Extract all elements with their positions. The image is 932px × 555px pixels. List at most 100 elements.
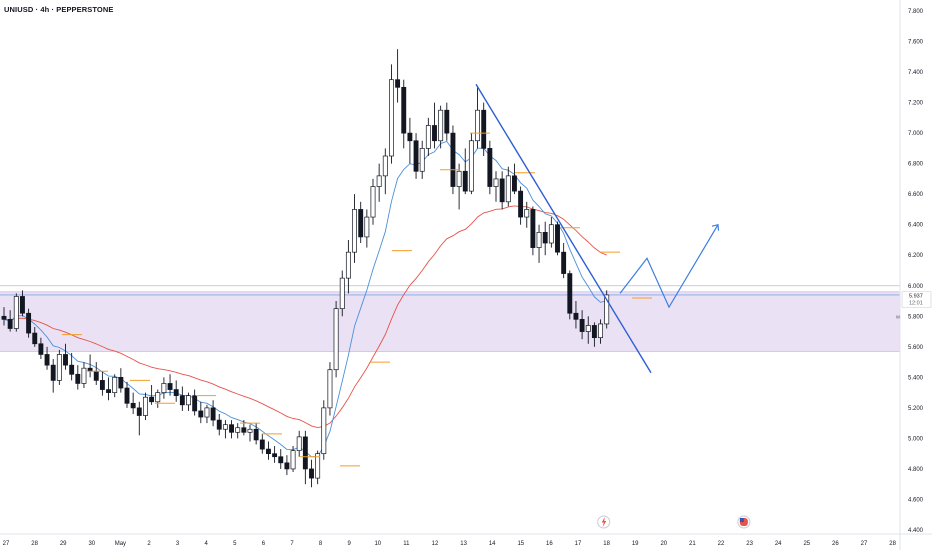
time-tick-label: 4 xyxy=(205,541,209,547)
ema-slow-line xyxy=(3,205,607,429)
candle-down xyxy=(481,109,487,149)
time-tick-label: 15 xyxy=(517,541,524,547)
candle-up xyxy=(333,308,339,371)
candle-down xyxy=(118,377,124,389)
support-zone xyxy=(0,291,900,352)
candle-up xyxy=(56,354,62,381)
candle-down xyxy=(136,407,142,416)
candle-down xyxy=(124,387,130,404)
time-tick-label: May xyxy=(115,541,126,547)
candle-down xyxy=(487,148,493,187)
candle-up xyxy=(222,424,228,430)
candle-down xyxy=(432,125,437,142)
countdown-label: 12:01 xyxy=(909,300,923,306)
candle-up xyxy=(376,175,382,187)
candle-up xyxy=(370,186,376,218)
candle-up xyxy=(186,395,191,406)
candle-up xyxy=(598,323,604,339)
drawings xyxy=(475,83,720,374)
time-tick-label: 17 xyxy=(575,541,582,547)
candle-down xyxy=(44,354,50,366)
symbol-title[interactable]: UNIUSD · 4h · PEPPERSTONE xyxy=(4,5,114,14)
time-tick-label: 8 xyxy=(319,541,323,547)
last-price-label: 5.937 xyxy=(909,293,923,299)
candle-down xyxy=(401,86,407,134)
candle-down xyxy=(518,190,524,218)
candle-up xyxy=(290,450,296,470)
time-tick-label: 28 xyxy=(31,541,38,547)
flag-canton xyxy=(739,518,744,522)
time-tick-label: 6 xyxy=(262,541,266,547)
price-tick-label: 6.800 xyxy=(908,162,924,168)
candle-up xyxy=(585,325,591,332)
candle-up xyxy=(524,209,530,218)
candle-up xyxy=(143,396,148,416)
candle-down xyxy=(38,343,44,355)
candle-down xyxy=(167,383,173,390)
candle-up xyxy=(345,251,351,279)
time-tick-label: 27 xyxy=(861,541,868,547)
candle-down xyxy=(259,439,265,450)
candle-down xyxy=(573,312,579,320)
level-lines xyxy=(0,285,900,352)
candle-down xyxy=(499,178,505,203)
candle-up xyxy=(235,427,241,433)
candle-down xyxy=(579,318,585,332)
candle-down xyxy=(413,140,419,172)
price-tick-label: 7.000 xyxy=(908,131,924,137)
candle-down xyxy=(266,448,271,455)
time-tick-label: 28 xyxy=(889,541,896,547)
candle-up xyxy=(112,377,118,393)
price-tick-label: 4.600 xyxy=(908,497,924,503)
candle-down xyxy=(309,468,314,479)
candle-up xyxy=(425,125,431,149)
price-tick-label: 7.400 xyxy=(908,70,924,76)
candle-up xyxy=(339,277,345,310)
candle-down xyxy=(106,389,111,393)
time-tick-label: 13 xyxy=(460,541,467,547)
candle-up xyxy=(438,109,444,142)
candle-down xyxy=(278,456,284,464)
candle-down xyxy=(591,325,597,339)
candle-down xyxy=(192,395,198,412)
candle-up xyxy=(389,79,394,157)
time-tick-label: 23 xyxy=(746,541,753,547)
time-tick-label: 5 xyxy=(233,541,237,547)
candle-up xyxy=(419,148,425,172)
candle-up xyxy=(296,436,302,451)
pivot-markers xyxy=(62,132,652,467)
time-tick-label: 29 xyxy=(60,541,67,547)
price-tick-label: 4.400 xyxy=(908,528,924,534)
candle-up xyxy=(247,428,253,433)
candle-down xyxy=(173,389,179,397)
time-tick-label: 9 xyxy=(348,541,352,547)
candle-down xyxy=(462,170,468,192)
time-tick-label: 18 xyxy=(603,541,610,547)
candle-down xyxy=(50,364,56,381)
candle-down xyxy=(130,402,136,409)
time-tick-label: 27 xyxy=(3,541,10,547)
price-tick-label: 6.000 xyxy=(908,284,924,290)
candle-up xyxy=(81,367,87,384)
candle-down xyxy=(542,231,548,244)
candle-up xyxy=(604,294,610,325)
time-tick-label: 19 xyxy=(632,541,639,547)
candle-down xyxy=(20,296,25,314)
time-tick-label: 26 xyxy=(832,541,839,547)
price-axis[interactable]: 7.800 7.600 7.400 7.200 7.000 6.800 6.600 6.400… xyxy=(895,0,932,550)
candle-down xyxy=(358,209,364,238)
time-axis[interactable]: 27 28 29 30 May 2 3 4 5 6 7 8 9 10 11 12 13 14 15 16 17 18 19 2… xyxy=(0,515,932,547)
candle-down xyxy=(216,419,222,430)
candle-up xyxy=(315,453,321,479)
candle-down xyxy=(99,380,105,390)
candle-down xyxy=(229,424,234,433)
candle-up xyxy=(204,407,210,418)
candle-up xyxy=(475,109,481,142)
candle-up xyxy=(456,170,462,187)
price-tick-label: 6.600 xyxy=(908,192,924,198)
candle-up xyxy=(364,216,370,238)
price-tick-label: 7.200 xyxy=(908,101,924,107)
price-tick-label: 6.400 xyxy=(908,223,924,229)
